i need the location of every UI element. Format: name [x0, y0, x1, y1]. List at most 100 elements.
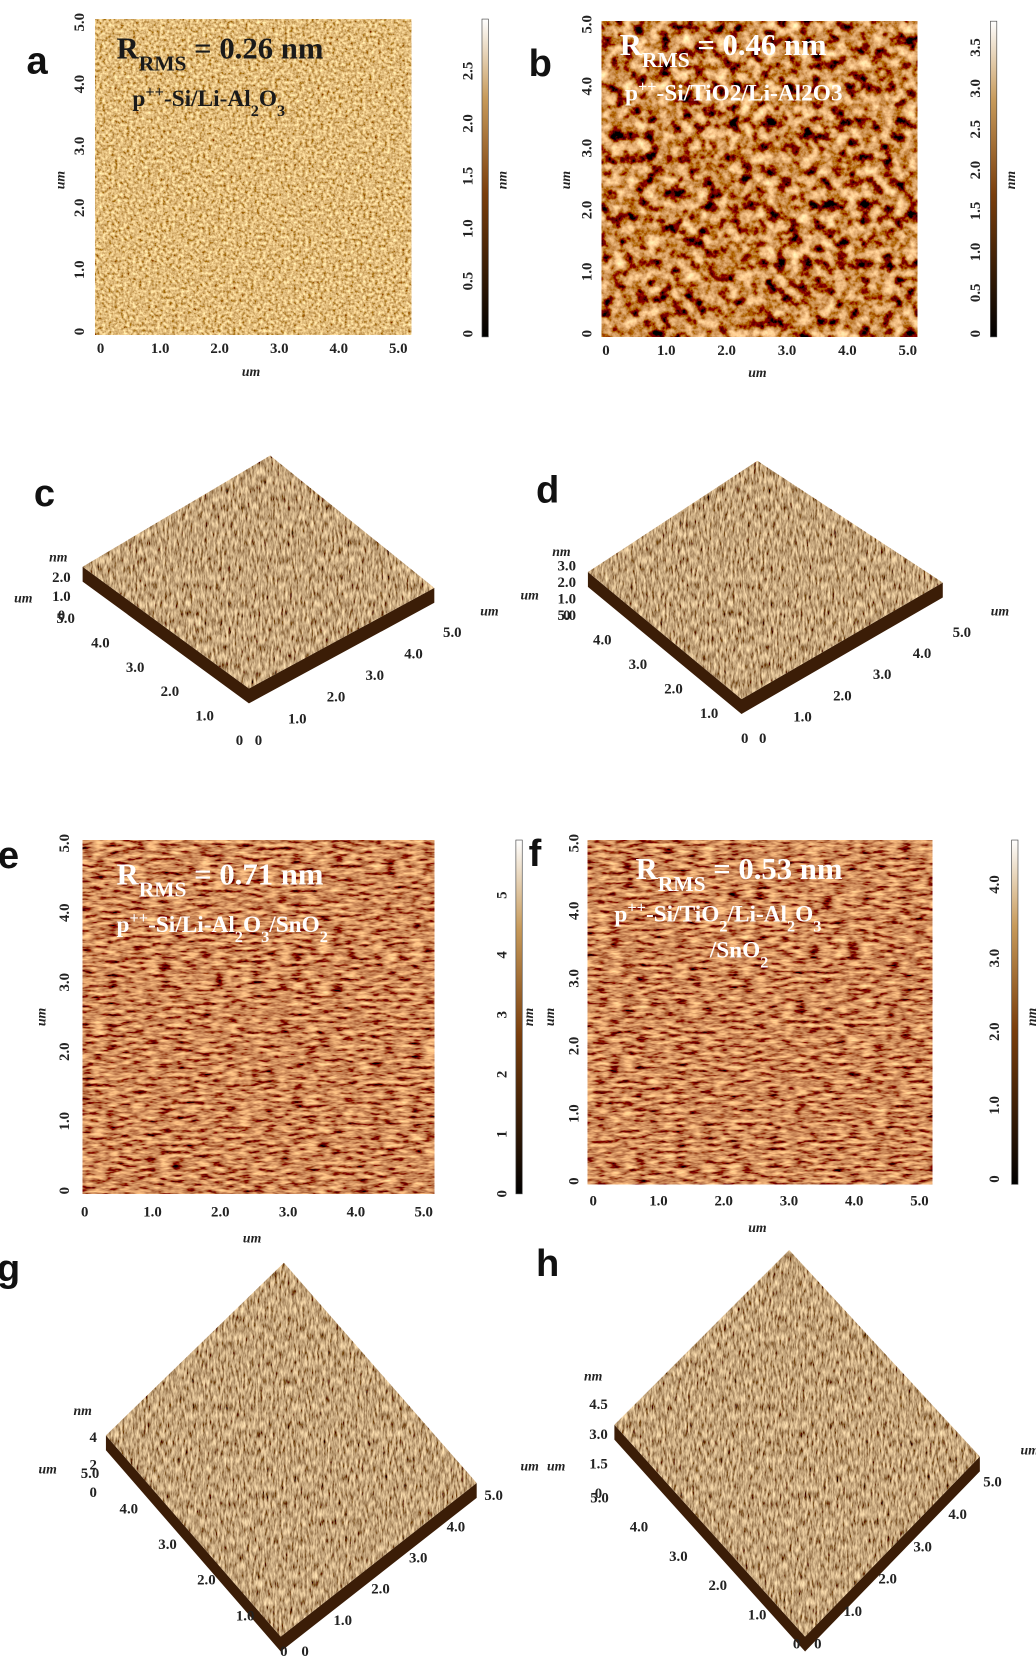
- left-axis-tick-label: 3.0: [158, 1537, 177, 1553]
- x-axis-label: um: [242, 364, 261, 379]
- right-axis-tick-label: 0: [301, 1644, 308, 1660]
- x-axis-label: um: [748, 1220, 767, 1235]
- x-tick-label: 4.0: [838, 343, 857, 359]
- panel-letter: b: [529, 42, 552, 85]
- colorbar-tick-label: 3.0: [987, 949, 1003, 968]
- afm-image: [83, 840, 435, 1194]
- colorbar-tick-label: 1.0: [987, 1096, 1003, 1115]
- y-tick-label: 5.0: [579, 15, 595, 34]
- z-axis-label: nm: [73, 1403, 92, 1418]
- text-segment: p: [625, 81, 638, 107]
- right-axis-tick-label: 5.0: [443, 625, 462, 641]
- text-segment: 2: [719, 916, 727, 935]
- text-segment: 3: [277, 100, 285, 119]
- x-tick-label: 2.0: [210, 341, 229, 357]
- text-segment: -Si/TiO: [646, 902, 719, 928]
- y-tick-label: 4.0: [72, 75, 88, 94]
- colorbar-tick-label: 4.0: [987, 875, 1003, 894]
- text-segment: 2: [787, 916, 795, 935]
- left-axis-tick-label: 3.0: [629, 657, 648, 673]
- x-tick-label: 2.0: [714, 1194, 733, 1210]
- right-axis-label: um: [520, 1458, 539, 1473]
- y-tick-label: 1.0: [72, 260, 88, 279]
- z-tick-label: 3.0: [557, 559, 576, 575]
- left-axis-tick-label: 3.0: [669, 1549, 688, 1565]
- y-tick-label: 0: [72, 328, 88, 335]
- z-tick-label: 3.0: [589, 1427, 608, 1443]
- x-tick-label: 1.0: [143, 1204, 162, 1220]
- x-tick-label: 4.0: [329, 341, 348, 357]
- y-tick-label: 2.0: [579, 201, 595, 220]
- left-axis-tick-label: 5.0: [81, 1466, 100, 1482]
- right-axis-tick-label: 4.0: [447, 1519, 466, 1535]
- x-tick-label: 0: [81, 1204, 88, 1220]
- colorbar-tick-label: 0: [968, 330, 984, 337]
- left-axis-tick-label: 4.0: [120, 1502, 139, 1518]
- right-axis-tick-label: 4.0: [404, 646, 423, 662]
- text-segment: R: [620, 28, 643, 62]
- colorbar-tick-label: 5: [495, 891, 511, 898]
- x-tick-label: 3.0: [279, 1204, 298, 1220]
- text-segment: /Li-Al: [726, 902, 787, 928]
- colorbar-tick-label: 3.5: [968, 38, 984, 57]
- y-tick-label: 3.0: [567, 969, 583, 988]
- afm-surface: [614, 1250, 979, 1637]
- left-axis-label: um: [14, 591, 33, 606]
- panel-letter: d: [536, 469, 559, 512]
- y-tick-label: 0: [579, 330, 595, 337]
- y-tick-label: 2.0: [72, 199, 88, 218]
- left-axis-label: um: [547, 1458, 566, 1473]
- text-segment: 2: [320, 927, 328, 946]
- left-axis-tick-label: 2.0: [709, 1578, 728, 1594]
- text-segment: O: [243, 912, 261, 938]
- right-axis-tick-label: 4.0: [948, 1507, 967, 1523]
- y-axis-label: um: [53, 171, 68, 190]
- text-segment: p: [132, 86, 145, 112]
- z-tick-label: 0: [90, 1485, 97, 1501]
- right-axis-tick-label: 3.0: [409, 1550, 428, 1566]
- text-segment: RMS: [642, 48, 690, 72]
- text-segment: O: [795, 902, 813, 928]
- y-tick-label: 0: [567, 1177, 583, 1184]
- z-tick-label: 1.0: [52, 589, 71, 605]
- panel-letter: g: [0, 1247, 20, 1290]
- right-axis-label: um: [991, 603, 1010, 618]
- colorbar-tick-label: 2.0: [461, 114, 477, 133]
- colorbar-label: nm: [494, 171, 509, 190]
- text-segment: R: [117, 858, 140, 892]
- colorbar: [482, 19, 488, 337]
- text-segment: = 0.26 nm: [186, 31, 323, 65]
- text-segment: ++: [627, 897, 646, 916]
- colorbar-tick-label: 1.5: [968, 202, 984, 221]
- y-tick-label: 5.0: [72, 13, 88, 32]
- left-axis-tick-label: 0: [280, 1644, 287, 1660]
- colorbar-tick-label: 0: [987, 1175, 1003, 1182]
- afm-image: [588, 840, 932, 1184]
- panel-letter: h: [536, 1242, 559, 1285]
- right-axis-tick-label: 1.0: [793, 710, 812, 726]
- y-axis-label: um: [542, 1007, 557, 1026]
- x-tick-label: 3.0: [778, 343, 797, 359]
- z-tick-label: 4: [90, 1430, 98, 1446]
- left-axis-tick-label: 0: [793, 1637, 800, 1653]
- colorbar-tick-label: 4: [495, 951, 511, 959]
- text-segment: R: [636, 852, 659, 886]
- text-segment: = 0.53 nm: [706, 852, 843, 886]
- colorbar-tick-label: 0: [461, 330, 477, 337]
- text-segment: ++: [145, 81, 164, 100]
- left-axis-tick-label: 1.0: [195, 709, 214, 725]
- x-tick-label: 5.0: [389, 341, 408, 357]
- x-axis-label: um: [748, 365, 767, 380]
- right-axis-tick-label: 5.0: [983, 1474, 1002, 1490]
- y-tick-label: 1.0: [579, 263, 595, 282]
- colorbar-tick-label: 1.0: [968, 243, 984, 262]
- x-tick-label: 1.0: [151, 341, 170, 357]
- right-axis-tick-label: 5.0: [953, 625, 972, 641]
- x-tick-label: 5.0: [414, 1204, 433, 1220]
- colorbar-tick-label: 0.5: [968, 284, 984, 303]
- y-tick-label: 4.0: [567, 902, 583, 921]
- right-axis-tick-label: 1.0: [843, 1604, 862, 1620]
- right-axis-tick-label: 1.0: [334, 1613, 353, 1629]
- x-tick-label: 2.0: [717, 343, 736, 359]
- left-axis-tick-label: 4.0: [593, 633, 612, 649]
